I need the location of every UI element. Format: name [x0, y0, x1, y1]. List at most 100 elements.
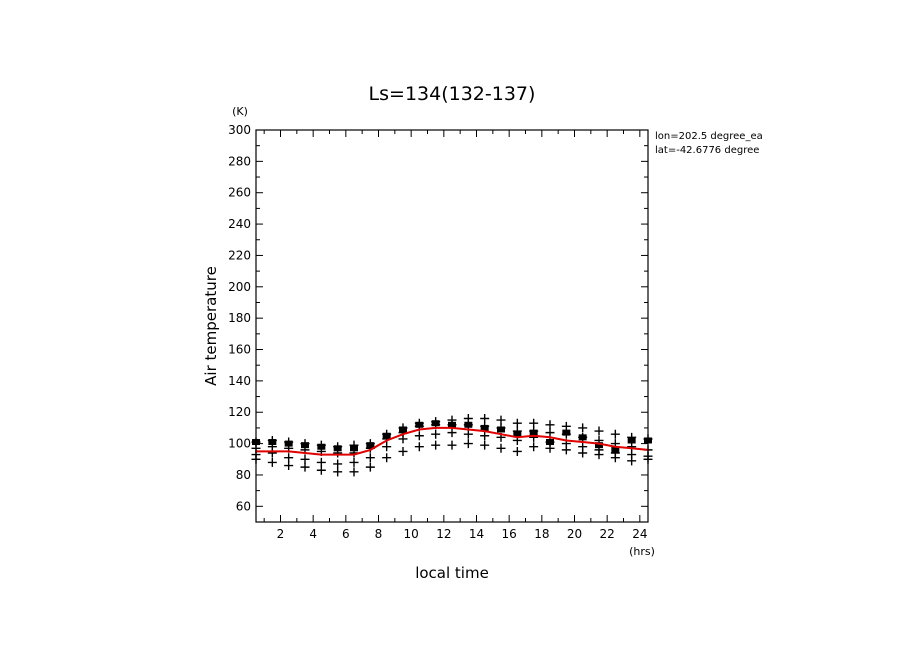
plus-point — [398, 434, 408, 444]
y-tick-label: 280 — [228, 154, 251, 168]
plus-point — [561, 445, 571, 455]
x-tick-label: 12 — [436, 527, 451, 541]
plus-point — [316, 457, 326, 467]
square-point — [595, 442, 603, 449]
plus-point — [431, 440, 441, 450]
mean-line — [256, 426, 649, 456]
chart-title: Ls=134(132-137) — [369, 83, 536, 105]
plus-point — [267, 448, 277, 458]
square-point — [317, 443, 326, 450]
x-axis-label: local time — [415, 564, 489, 582]
y-tick-label: 220 — [228, 248, 251, 262]
y-tick-label: 140 — [228, 374, 251, 388]
plus-point — [365, 462, 375, 472]
y-tick-label: 100 — [228, 437, 251, 451]
y-tick-label: 160 — [228, 343, 251, 357]
square-point — [382, 432, 391, 439]
plus-point — [529, 418, 539, 428]
x-tick-label: 22 — [600, 527, 615, 541]
square-point — [562, 429, 571, 436]
plus-point — [578, 423, 588, 433]
square-point — [333, 445, 342, 452]
plus-point — [480, 440, 490, 450]
plus-point — [267, 457, 277, 467]
square-point — [611, 446, 620, 453]
y-axis-label: Air temperature — [202, 266, 220, 386]
y-tick-label: 60 — [236, 499, 251, 513]
square-point — [399, 426, 407, 433]
plus-point — [284, 461, 294, 471]
y-tick-label: 240 — [228, 217, 251, 231]
data-marks — [251, 414, 653, 477]
square-point — [284, 440, 293, 447]
x-tick-label: 20 — [567, 527, 582, 541]
x-tick-label: 16 — [502, 527, 517, 541]
square-point — [301, 442, 309, 449]
plus-point — [512, 418, 522, 428]
y-tick-label: 260 — [228, 186, 251, 200]
plus-point — [349, 467, 359, 477]
plus-point — [365, 453, 375, 463]
y-tick-label: 300 — [228, 123, 251, 137]
plus-point — [447, 428, 457, 438]
plot-frame — [255, 129, 649, 523]
plus-point — [414, 442, 424, 452]
square-point — [513, 431, 522, 438]
info-lat: lat=-42.6776 degree — [655, 145, 759, 156]
square-point — [464, 421, 473, 428]
square-point — [268, 439, 277, 446]
plus-point — [382, 453, 392, 463]
plus-point — [529, 442, 539, 452]
y-tick-label: 180 — [228, 311, 251, 325]
square-point — [627, 437, 636, 444]
x-tick-label: 10 — [404, 527, 419, 541]
square-point — [350, 445, 358, 452]
x-tick-label: 14 — [469, 527, 484, 541]
square-point — [546, 439, 554, 446]
x-tick-label: 6 — [342, 527, 350, 541]
y-tick-label: 120 — [228, 405, 251, 419]
plus-point — [545, 420, 555, 430]
plus-point — [627, 456, 637, 466]
plus-point — [512, 446, 522, 456]
x-tick-label: 24 — [632, 527, 647, 541]
plus-point — [545, 428, 555, 438]
x-tick-label: 4 — [309, 527, 317, 541]
square-point — [448, 421, 456, 428]
plus-point — [594, 450, 604, 460]
plus-point — [463, 439, 473, 449]
plus-point — [610, 453, 620, 463]
plus-point — [382, 442, 392, 452]
square-point — [431, 420, 440, 427]
square-point — [415, 421, 424, 428]
square-point — [366, 442, 375, 449]
plus-point — [594, 426, 604, 436]
x-tick-label: 8 — [375, 527, 383, 541]
plus-point — [333, 459, 343, 469]
y-unit-label: (K) — [232, 105, 248, 118]
plus-point — [300, 462, 310, 472]
plus-point — [349, 457, 359, 467]
plus-point — [480, 431, 490, 441]
plus-point — [398, 446, 408, 456]
square-point — [529, 429, 538, 436]
plus-point — [300, 454, 310, 464]
x-tick-label: 18 — [534, 527, 549, 541]
plus-point — [561, 421, 571, 431]
plus-point — [610, 429, 620, 439]
plus-point — [463, 429, 473, 439]
x-unit-label: (hrs) — [629, 545, 655, 558]
plus-point — [480, 414, 490, 424]
plus-point — [496, 443, 506, 453]
plus-point — [578, 448, 588, 458]
square-point — [578, 434, 587, 441]
plus-point — [496, 415, 506, 425]
square-point — [480, 424, 489, 431]
plus-point — [284, 453, 294, 463]
plus-point — [316, 465, 326, 475]
square-point — [497, 426, 505, 433]
plus-point — [545, 443, 555, 453]
info-lon: lon=202.5 degree_ea — [655, 131, 763, 142]
plus-point — [627, 442, 637, 452]
